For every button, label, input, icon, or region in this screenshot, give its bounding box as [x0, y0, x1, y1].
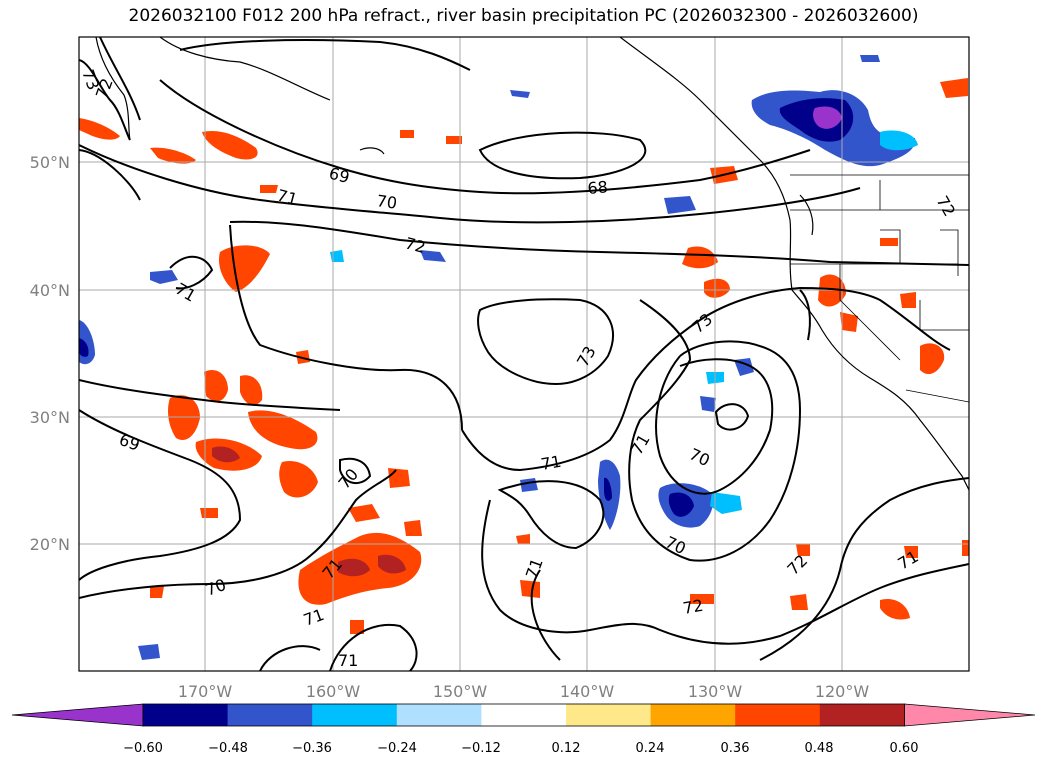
- colorbar-extend-high: [904, 703, 1036, 727]
- colorbar-labels: −0.60 −0.48 −0.36 −0.24 −0.12 0.12 0.24 …: [123, 741, 918, 756]
- colorbar-segment: [227, 704, 313, 726]
- contour-label: 71: [539, 452, 562, 474]
- colorbar-frame: [142, 703, 905, 727]
- colorbar-segment: [396, 704, 482, 726]
- map-title: 2026032100 F012 200 hPa refract., river …: [128, 6, 919, 26]
- colorbar-segment: [650, 704, 736, 726]
- longitude-axis: 170°W 160°W 150°W 140°W 130°W 120°W: [178, 682, 870, 701]
- contour-label: 69: [327, 164, 352, 188]
- colorbar-segment: [566, 704, 652, 726]
- map-frame: [78, 36, 970, 672]
- contour-label: 72: [403, 234, 428, 258]
- colorbar-label: −0.36: [292, 741, 332, 756]
- colorbar-label: 0.48: [805, 741, 834, 756]
- colorbar-label: −0.24: [377, 741, 417, 756]
- colorbar-segment: [735, 704, 821, 726]
- contour-label: 71: [275, 186, 300, 210]
- colorbar: −0.60 −0.48 −0.36 −0.24 −0.12 0.12 0.24 …: [11, 703, 1036, 756]
- colorbar-segment: [312, 704, 398, 726]
- contour-label: 71: [338, 651, 358, 670]
- longitude-tick-label: 170°W: [178, 682, 233, 701]
- longitude-tick-label: 130°W: [688, 682, 743, 701]
- precip-shading: [79, 55, 969, 660]
- longitude-tick-label: 150°W: [433, 682, 488, 701]
- contour-label: 72: [681, 596, 704, 618]
- colorbar-segment: [481, 704, 567, 726]
- colorbar-segments: [11, 703, 1036, 727]
- contour-label: 68: [587, 177, 609, 198]
- longitude-tick-label: 160°W: [306, 682, 361, 701]
- colorbar-label: 0.12: [552, 741, 581, 756]
- coastlines: [95, 37, 969, 491]
- colorbar-label: −0.12: [461, 741, 501, 756]
- refractivity-contours: [79, 37, 969, 671]
- latitude-tick-label: 40°N: [30, 281, 70, 300]
- colorbar-segment: [143, 704, 229, 726]
- colorbar-label: −0.48: [208, 741, 248, 756]
- colorbar-segment: [819, 704, 905, 726]
- longitude-tick-label: 140°W: [560, 682, 615, 701]
- latitude-axis: 50°N 40°N 30°N 20°N: [30, 153, 70, 554]
- latitude-tick-label: 50°N: [30, 153, 70, 172]
- colorbar-label: 0.36: [721, 741, 750, 756]
- latitude-tick-label: 30°N: [30, 408, 70, 427]
- latitude-tick-label: 20°N: [30, 535, 70, 554]
- contour-label: 70: [375, 191, 398, 213]
- colorbar-extend-low: [11, 703, 144, 727]
- colorbar-label: 0.24: [636, 741, 665, 756]
- longitude-tick-label: 120°W: [815, 682, 870, 701]
- colorbar-label: −0.60: [123, 741, 163, 756]
- colorbar-label: 0.60: [890, 741, 919, 756]
- grid-lines: [79, 37, 969, 671]
